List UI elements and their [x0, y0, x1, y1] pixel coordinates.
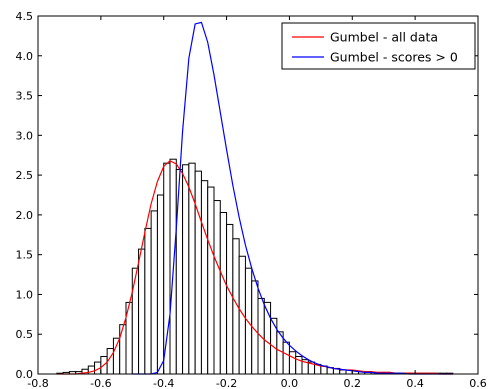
histogram-bar: [87, 365, 96, 375]
histogram-bar: [213, 200, 221, 375]
histogram-bar: [131, 267, 140, 375]
fit-lines: [56, 21, 453, 375]
histogram-bar: [219, 212, 228, 375]
histogram-bar: [163, 162, 171, 375]
legend-label-scores-gt-0: Gumbel - scores > 0: [330, 50, 458, 65]
x-tick-label: 0.6: [469, 377, 487, 389]
plot-frame: [37, 15, 479, 375]
y-tick-label: 3.5: [16, 90, 34, 103]
histogram-bar: [200, 180, 209, 375]
histogram-bar: [226, 223, 234, 375]
x-tick-label: -0.6: [90, 377, 111, 389]
x-tick-label: -0.8: [27, 377, 48, 389]
histogram-bar: [244, 267, 253, 375]
histogram-bar: [194, 170, 202, 375]
y-tick-label: 2.5: [16, 169, 34, 182]
histogram-bar: [339, 369, 347, 375]
y-tick-label: 2.0: [16, 209, 34, 222]
histogram-bar: [238, 255, 246, 375]
x-tick-label: -0.4: [153, 377, 174, 389]
histogram-bar: [182, 164, 190, 375]
legend-label-all-data: Gumbel - all data: [330, 30, 438, 45]
series-line-scores-gt-0: [132, 21, 453, 375]
y-tick-label: 0.5: [16, 328, 34, 341]
y-tick-label: 3.0: [16, 129, 34, 142]
histogram-bar: [263, 301, 272, 375]
histogram-bar: [119, 324, 127, 375]
histogram-bar: [276, 331, 284, 375]
y-tick-label: 1.0: [16, 288, 34, 301]
x-tick-label: 0.2: [344, 377, 362, 389]
histogram-bar: [175, 169, 184, 375]
x-tick-label: -0.2: [216, 377, 237, 389]
tick-labels: -0.8 -0.6 -0.4 -0.2 0.0 0.2 0.4 0.6 0.0 0.5 1.0 1.5…: [16, 10, 487, 389]
legend-box: [281, 22, 476, 70]
x-tick-label: 0.0: [281, 377, 299, 389]
histogram-bar: [288, 351, 297, 375]
y-tick-label: 4.0: [16, 50, 34, 63]
x-tick-label: 0.4: [406, 377, 424, 389]
y-tick-label: 1.5: [16, 249, 34, 262]
y-tick-label: 4.5: [16, 10, 34, 23]
histogram-bar: [156, 194, 165, 375]
y-tick-label: 0.0: [16, 368, 34, 381]
histogram-bar: [144, 227, 152, 375]
series-line-all-data: [56, 160, 453, 375]
histogram-bars: [56, 158, 454, 375]
histogram-bar: [112, 337, 121, 375]
legend: Gumbel - all data Gumbel - scores > 0: [281, 22, 476, 70]
histogram-bar: [207, 186, 215, 375]
histogram-bar: [282, 341, 290, 375]
histogram-bar: [150, 210, 158, 375]
histogram-bar: [138, 248, 146, 375]
